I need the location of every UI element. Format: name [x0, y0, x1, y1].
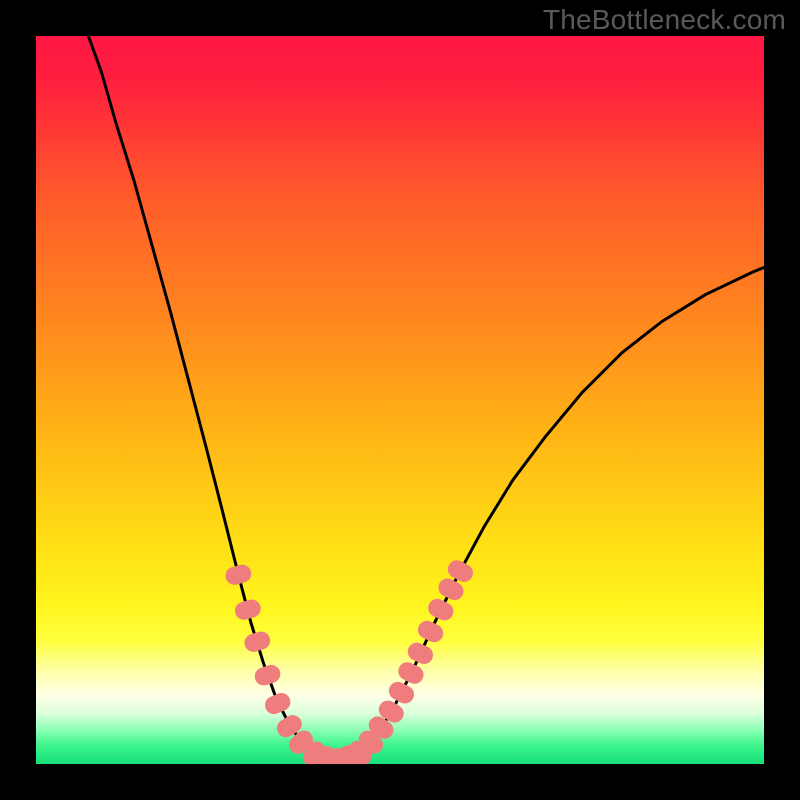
watermark-label: TheBottleneck.com: [543, 4, 786, 36]
plot-gradient-background: [36, 36, 764, 764]
bottleneck-chart: [0, 0, 800, 800]
chart-stage: TheBottleneck.com: [0, 0, 800, 800]
